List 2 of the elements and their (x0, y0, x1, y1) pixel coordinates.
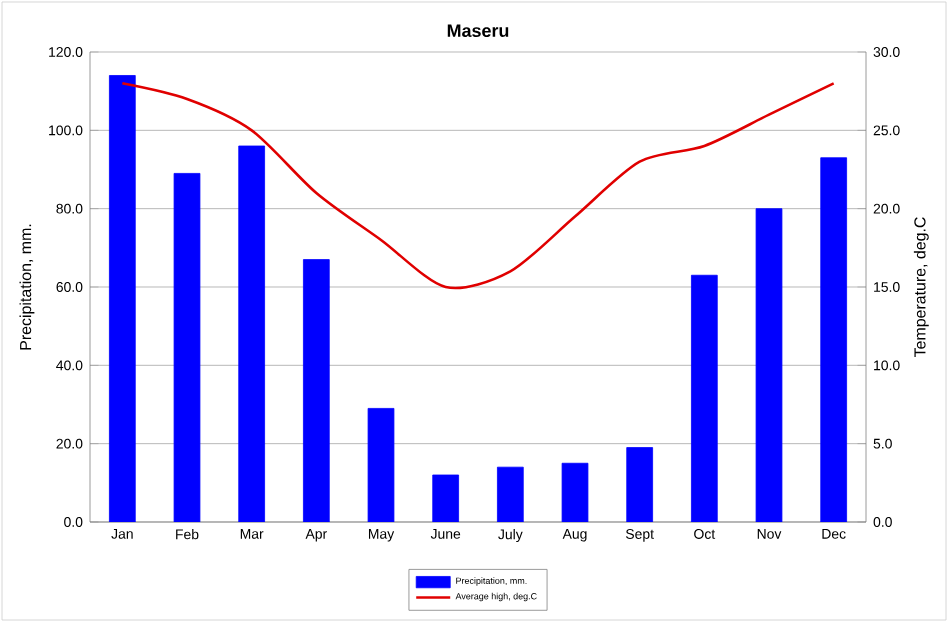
line-series (121, 82, 835, 290)
chart-title: Maseru (447, 24, 509, 38)
